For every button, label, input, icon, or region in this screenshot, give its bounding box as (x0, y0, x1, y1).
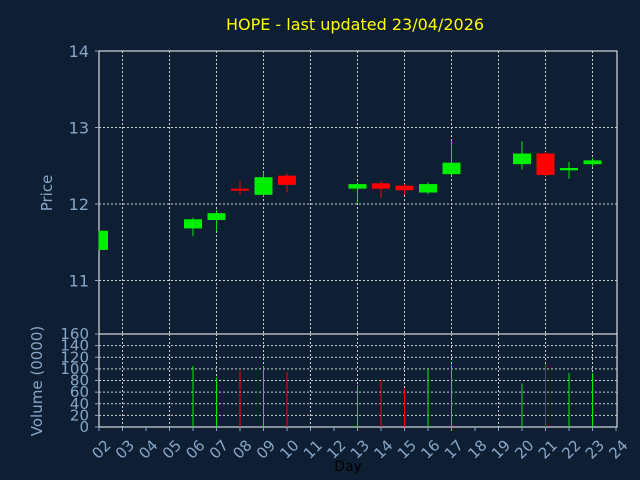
candle-body (419, 184, 437, 193)
price-tick-label: 11 (69, 271, 89, 290)
candle-body (184, 219, 202, 229)
volume-bars (192, 364, 593, 427)
candle (98, 230, 108, 250)
candle-body (99, 230, 108, 250)
candle-body (442, 162, 461, 175)
candle (395, 184, 414, 195)
candle-body (536, 153, 555, 175)
volume-tick-label: 0 (79, 418, 89, 436)
price-axis-label: Price (38, 175, 56, 212)
candle (583, 158, 602, 167)
volume-tick-label: 140 (60, 337, 89, 355)
candle-body (348, 184, 367, 189)
price-tick-label: 13 (69, 118, 89, 137)
candle (254, 171, 273, 197)
candle-body (513, 153, 531, 165)
volume-tick-label: 20 (70, 406, 89, 424)
candle-body (372, 183, 390, 189)
volume-tick-label: 120 (60, 348, 89, 366)
price-tick-label: 14 (69, 42, 89, 61)
candle-body (254, 177, 273, 195)
volume-tick-label: 80 (70, 372, 89, 390)
candle-body (278, 175, 296, 185)
chart-title: HOPE - last updated 23/04/2026 (226, 15, 484, 34)
candle (536, 151, 555, 177)
candle (372, 181, 390, 198)
candles (98, 140, 602, 250)
candle (278, 173, 296, 193)
candle (513, 141, 531, 170)
volume-tick-label: 40 (70, 395, 89, 413)
candle (419, 182, 437, 195)
candle (348, 182, 367, 203)
volume-axis-label: Volume (0000) (28, 326, 46, 436)
candle-body (583, 160, 602, 165)
price-tick-label: 12 (69, 195, 89, 214)
volume-tick-label: 160 (60, 325, 89, 343)
volume-tick-label: 60 (70, 383, 89, 401)
x-axis-label: Day (334, 459, 362, 475)
candle-body (395, 185, 414, 191)
price-y-ticks: 11 12 13 14 (69, 42, 99, 290)
volume-tick-label: 100 (60, 360, 89, 378)
candle (231, 181, 249, 195)
candle (184, 217, 202, 237)
candle-body (560, 168, 578, 171)
candle-body (231, 188, 249, 191)
candle (442, 140, 461, 176)
candle (207, 210, 226, 231)
candle (560, 161, 578, 179)
candle-body (207, 213, 226, 221)
